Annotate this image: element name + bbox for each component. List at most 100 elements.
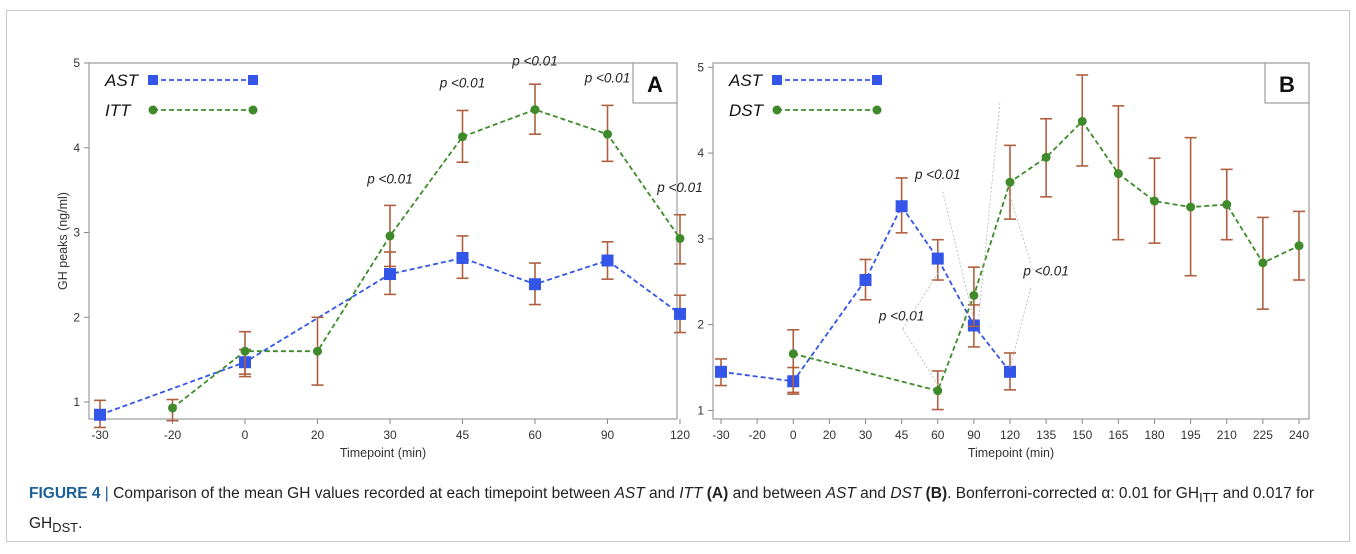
y-tick-label: 5	[73, 56, 80, 70]
p-value-annotation: p <0.01	[1022, 264, 1068, 279]
legend-marker	[248, 105, 258, 115]
series-dst-point	[933, 386, 943, 396]
annotation-connector	[1009, 285, 1032, 368]
annotation-connector	[1009, 195, 1032, 265]
x-tick-label: 135	[1036, 428, 1056, 442]
series-ast-point	[895, 200, 908, 213]
panel-label: B	[1279, 72, 1295, 97]
legend-marker	[772, 75, 782, 85]
x-tick-label: 45	[456, 428, 470, 442]
legend-label: AST	[728, 71, 764, 90]
x-tick-label: 210	[1217, 428, 1237, 442]
p-value-annotation: p <0.01	[511, 54, 557, 69]
series-ast-point	[674, 307, 686, 320]
y-tick-label: 2	[73, 310, 80, 324]
x-tick-label: 180	[1144, 428, 1164, 442]
series-dst-point	[1186, 202, 1196, 212]
series-itt-point	[458, 132, 467, 142]
series-dst-point	[1294, 241, 1304, 251]
caption-text-3: and between	[728, 485, 826, 502]
x-tick-label: 20	[311, 428, 325, 442]
p-value-annotation: p <0.01	[366, 171, 412, 186]
x-tick-label: 225	[1253, 428, 1273, 442]
series-itt-point	[240, 346, 250, 356]
figure-frame: 1 2 3 4 5 -30 -20 0 20 30 45 60 90 120 Timepoint (min)…	[6, 10, 1350, 542]
y-axis-label: GH peaks (ng/ml)	[56, 192, 70, 290]
caption-text-2: and	[644, 485, 680, 502]
panel-label: A	[647, 72, 663, 97]
series-dst-point	[1041, 152, 1051, 162]
series-ast-point	[456, 251, 469, 264]
series-ast-point	[601, 254, 614, 267]
x-tick-label: 90	[967, 428, 981, 442]
panel-label-box	[632, 62, 678, 104]
p-value-annotation: p <0.01	[878, 308, 924, 323]
y-tick-label: 2	[697, 318, 704, 332]
x-tick-label: -20	[164, 428, 182, 442]
series-dst-point	[969, 290, 979, 300]
x-tick-label: 120	[1000, 428, 1020, 442]
series-dst-point	[788, 349, 798, 359]
x-tick-label: 60	[528, 428, 542, 442]
y-tick-label: 5	[697, 60, 704, 74]
y-tick-label: 4	[73, 141, 80, 155]
x-tick-label: 90	[601, 428, 615, 442]
annotation-connector	[902, 272, 939, 330]
series-itt-line	[171, 108, 681, 409]
caption-text-6: and 0.017 for GH	[29, 485, 1315, 533]
y-tick-label: 4	[697, 146, 704, 160]
series-ast-point	[384, 268, 396, 281]
caption-dst: DST	[890, 485, 922, 502]
series-dst-point	[1005, 177, 1015, 187]
caption-sub-itt: ITT	[1199, 490, 1219, 506]
y-tick-label: 1	[697, 403, 704, 417]
p-value-annotation: p <0.01	[914, 167, 960, 182]
x-tick-label: 165	[1108, 428, 1128, 442]
legend-label: AST	[104, 71, 140, 90]
series-itt-point	[385, 231, 395, 241]
legend-marker	[872, 75, 882, 85]
series-ast-point	[931, 252, 944, 265]
series-itt-point	[603, 129, 612, 139]
series-itt-point	[675, 233, 685, 243]
series-ast-point	[94, 408, 106, 421]
p-value-annotation: p <0.01	[439, 76, 485, 91]
x-tick-label: 30	[383, 428, 397, 442]
x-tick-label: -20	[748, 428, 766, 442]
caption-separator: |	[100, 485, 114, 502]
x-tick-label: 195	[1181, 428, 1201, 442]
x-tick-label: -30	[712, 428, 730, 442]
series-ast-point	[529, 278, 541, 291]
figure-caption: FIGURE 4 | Comparison of the mean GH val…	[29, 481, 1349, 541]
y-tick-label: 3	[73, 226, 80, 240]
x-tick-label: 20	[823, 428, 837, 442]
x-tick-label: -30	[91, 428, 109, 442]
x-tick-label: 60	[931, 428, 945, 442]
annotation-connector	[978, 101, 1001, 317]
annotation-connector	[902, 328, 939, 385]
x-tick-label: 0	[242, 428, 249, 442]
plot-area	[88, 62, 678, 420]
series-dst-point	[1150, 196, 1159, 206]
series-ast-point	[859, 274, 872, 287]
caption-panel-a: (A)	[702, 485, 729, 502]
x-tick-label: 45	[895, 428, 909, 442]
x-tick-label: 240	[1289, 428, 1309, 442]
legend-label: ITT	[105, 101, 132, 120]
plot-area	[712, 62, 1310, 420]
y-tick-label: 1	[73, 395, 80, 409]
caption-ast-2: AST	[825, 485, 856, 502]
series-dst-line	[793, 119, 1300, 392]
panel-label-box	[1264, 62, 1310, 104]
x-tick-label: 0	[790, 428, 797, 442]
p-value-annotation: p <0.01	[656, 180, 702, 195]
legend-marker	[872, 105, 882, 115]
caption-sub-dst: DST	[52, 520, 79, 536]
series-dst-point	[1113, 169, 1123, 179]
legend-marker	[148, 105, 158, 115]
caption-text-7: .	[78, 515, 83, 533]
x-tick-label: 150	[1072, 428, 1092, 442]
